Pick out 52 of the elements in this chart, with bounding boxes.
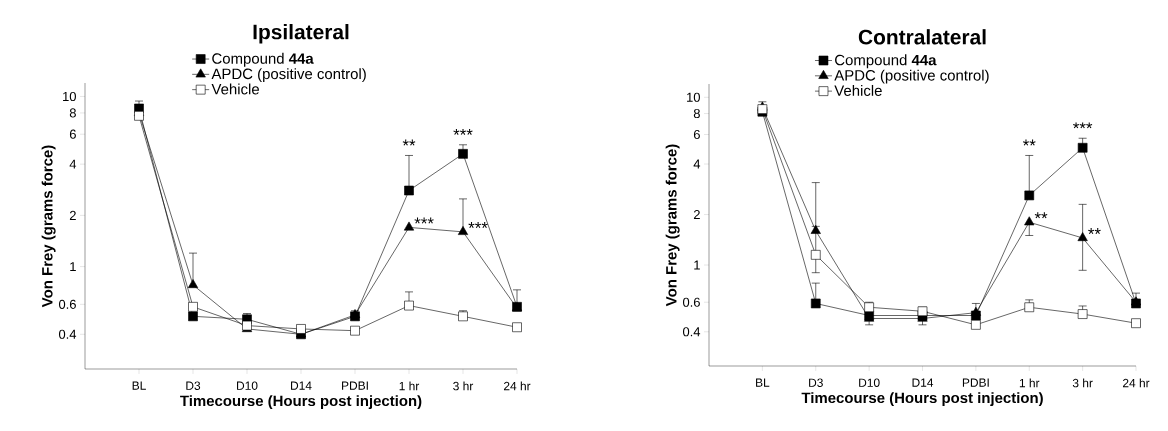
x-tick-label: 24 hr [1122,378,1150,388]
legend-label: Vehicle [211,83,259,95]
x-tick-label: D3 [809,378,823,387]
y-tick-label: 10 [687,92,700,102]
y-tick-label: 4 [693,159,701,169]
y-tick-label: 0.4 [58,329,77,339]
x-tick-label: D10 [237,381,258,390]
x-tick-label: 3 hr [1072,378,1093,388]
y-tick-label: 1 [694,260,700,270]
legend-label: Compound 44a [212,52,314,67]
x-tick-label: 1 hr [1019,378,1040,388]
y-tick-label: 8 [69,108,76,118]
x-tick-label: PDBI [342,381,368,390]
x-tick-label: D14 [291,381,312,390]
x-tick-label: D10 [859,378,880,387]
annotation: ** [402,139,416,146]
y-axis-title: Von Frey (grams force) [41,145,56,308]
annotation: ** [1022,139,1036,146]
y-tick-label: 0.6 [682,297,700,307]
y-tick-label: 6 [693,129,700,140]
annotation: *** [414,217,434,224]
chart-title: Contralateral [858,29,986,45]
x-tick-label: BL [132,381,146,390]
y-tick-label: 10 [63,91,76,102]
x-tick-label: 3 hr [453,381,474,391]
y-axis-title: Von Frey (grams force) [665,144,680,307]
y-tick-label: 4 [69,159,77,169]
legend-label: Vehicle [834,84,882,96]
x-tick-label: BL [756,378,770,387]
y-tick-label: 2 [693,210,700,220]
x-tick-label: D3 [186,381,201,390]
y-tick-label: 0.4 [682,327,701,337]
legend-label: APDC (positive control) [834,69,989,84]
y-tick-label: 2 [69,210,76,220]
annotation: *** [468,222,488,228]
x-tick-label: D14 [912,378,934,387]
y-tick-label: 6 [69,129,76,139]
annotation: ** [1088,228,1101,235]
x-tick-label: 24 hr [503,381,531,391]
x-axis-title: Timecourse (Hours post injection) [180,395,422,410]
legend-label: APDC (positive control) [211,68,366,83]
y-tick-label: 0.6 [58,299,76,309]
y-tick-label: 8 [693,108,700,119]
annotation: *** [1073,122,1093,129]
x-tick-label: PDBI [962,378,989,387]
chart-title: Ipsilateral [253,24,349,44]
annotation: *** [453,128,473,135]
legend-label: Compound 44a [835,54,937,69]
y-tick-label: 1 [70,262,76,272]
x-axis-title: Timecourse (Hours post injection) [801,392,1043,407]
x-tick-label: 1 hr [399,381,420,391]
annotation: ** [1034,212,1048,219]
